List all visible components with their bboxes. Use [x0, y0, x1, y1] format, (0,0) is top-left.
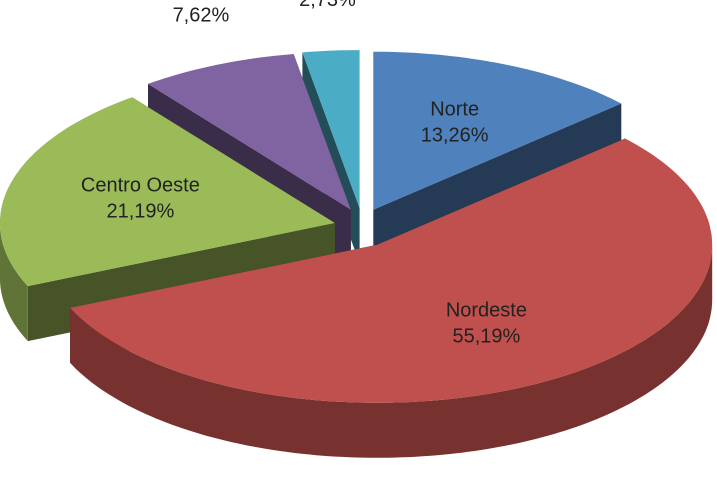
- slice-top: [148, 54, 351, 210]
- slice-value-label: 2,73%: [299, 0, 356, 11]
- slice-value-label: 7,62%: [173, 5, 230, 27]
- slice-top: [302, 50, 360, 209]
- slice-label: Norte: [430, 98, 479, 120]
- slice-top: [70, 138, 713, 403]
- pie-slice: [70, 138, 713, 458]
- slice-value-label: 55,19%: [452, 326, 520, 348]
- slice-label: Nordeste: [446, 300, 527, 322]
- slice-top: [0, 97, 335, 287]
- slice-wall: [70, 244, 713, 458]
- slice-value-label: 21,19%: [106, 200, 174, 222]
- slice-value-label: 13,26%: [421, 124, 489, 146]
- slice-label: Sudeste: [164, 0, 237, 1]
- slice-label: Centro Oeste: [81, 174, 200, 196]
- slice-top: [373, 51, 622, 210]
- slice-wall: [0, 226, 28, 342]
